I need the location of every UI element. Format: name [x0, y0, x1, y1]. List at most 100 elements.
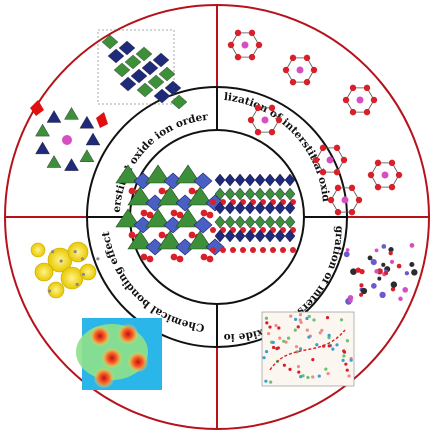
oxygen-atom [289, 78, 297, 86]
density-lobe [30, 242, 46, 258]
atom [389, 259, 395, 264]
oxygen-atom [363, 108, 371, 116]
polyhedron [158, 66, 176, 82]
density-lobe [67, 241, 89, 263]
oxygen-atom [363, 84, 371, 92]
atom [388, 251, 393, 256]
oxygen-atom [334, 208, 342, 216]
atom [59, 259, 63, 263]
polyhedron [170, 94, 188, 110]
oxygen-atom [158, 231, 166, 239]
cation-atom [356, 96, 364, 104]
oxygen-atom [200, 209, 208, 217]
oxygen-atom [270, 247, 276, 253]
oxygen-atom [303, 54, 311, 62]
oxygen-atom [128, 231, 136, 239]
oxygen-atom [348, 184, 356, 192]
cation-atom [326, 156, 334, 164]
map-dot [311, 358, 315, 362]
atom [398, 296, 403, 301]
blue-octahedron [193, 216, 213, 234]
density-peak [128, 352, 148, 372]
green-tetrahedron [127, 230, 153, 250]
atom [404, 271, 410, 276]
map-dot [345, 368, 349, 372]
oxygen-atom [374, 159, 382, 167]
map-dot [342, 350, 347, 354]
oxygen-atom [240, 247, 246, 253]
oxygen-atom [334, 184, 342, 192]
map-dot [335, 343, 339, 347]
map-dot [312, 318, 316, 322]
oxygen-atom [220, 247, 226, 253]
green-tetrahedron [157, 186, 183, 206]
oxygen-atom [268, 104, 276, 112]
oxygen-atom [395, 171, 403, 179]
atom [47, 289, 52, 293]
red-arrow-marker [30, 100, 44, 116]
blue-octahedron [193, 172, 213, 190]
oxygen-atom [254, 104, 262, 112]
oxygen-atom [342, 96, 350, 104]
map-dot [311, 375, 315, 379]
oxygen-atom [247, 116, 255, 124]
map-dot [274, 323, 278, 328]
polyhedron [284, 201, 296, 215]
atom [367, 255, 373, 261]
oxygen-atom [254, 128, 262, 136]
oxygen-atom [248, 53, 256, 61]
map-dot [347, 374, 351, 378]
atom [345, 248, 350, 252]
map-dot [345, 339, 350, 343]
atom [359, 283, 364, 288]
polyhedron [130, 68, 148, 84]
polyhedron [35, 141, 50, 155]
oxygen-atom [388, 159, 396, 167]
oxygen-atom [176, 255, 184, 263]
map-dot [326, 371, 330, 376]
oxygen-atom [206, 211, 214, 219]
density-peak [118, 324, 138, 344]
map-dot [294, 317, 298, 322]
polyhedron [64, 158, 79, 171]
green-tetrahedron [175, 208, 201, 228]
oxygen-atom [250, 247, 256, 253]
migration-path [269, 329, 346, 371]
oxygen-atom [367, 171, 375, 179]
tl-crystal-view [30, 100, 108, 171]
map-dot [282, 363, 286, 367]
oxygen-atom [210, 199, 216, 205]
map-dot [264, 316, 269, 320]
oxygen-atom [210, 227, 216, 233]
map-dot [296, 364, 301, 369]
polyhedron [79, 149, 95, 162]
density-lobe [79, 263, 97, 281]
atom [396, 263, 402, 269]
oxygen-atom [146, 211, 154, 219]
density-lobe [34, 262, 54, 282]
map-dot [288, 367, 292, 371]
green-tetrahedron [145, 164, 171, 184]
polyhedron [113, 62, 131, 78]
oxygen-atom [230, 247, 236, 253]
oxygen-atom [282, 66, 290, 74]
map-dot [282, 339, 286, 343]
oxygen-atom [255, 41, 263, 49]
map-dot [307, 335, 311, 339]
green-tetrahedron [145, 208, 171, 228]
atom [370, 259, 377, 266]
green-tetrahedron [187, 186, 213, 206]
map-dot [284, 340, 288, 344]
cation-atom [296, 66, 304, 74]
oxygen-atom [210, 247, 216, 253]
oxygen-atom [234, 53, 242, 61]
map-dot [341, 358, 345, 362]
map-dot [264, 379, 268, 383]
bl-electron-density [30, 241, 100, 299]
oxygen-atom [227, 41, 235, 49]
oxygen-atom [333, 144, 341, 152]
map-dot [271, 345, 276, 350]
atom [381, 244, 387, 249]
